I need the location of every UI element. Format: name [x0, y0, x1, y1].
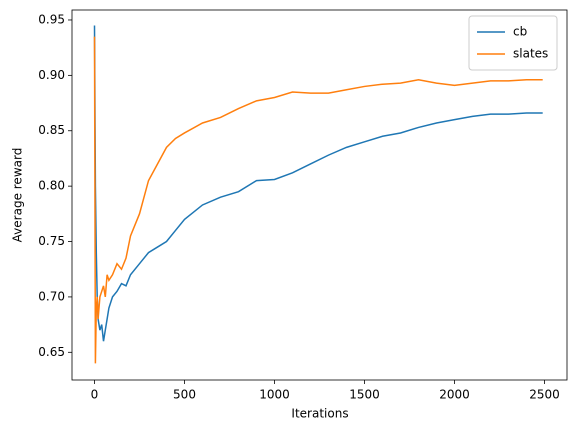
- y-tick-label: 0.80: [38, 179, 65, 193]
- x-tick-label: 2000: [439, 388, 470, 402]
- plot-frame: [71, 9, 568, 381]
- x-axis-label: Iterations: [291, 407, 348, 421]
- x-tick-label: 1000: [259, 388, 290, 402]
- y-tick-label: 0.90: [38, 68, 65, 82]
- y-tick-label: 0.85: [38, 123, 65, 137]
- line-series: [93, 36, 543, 364]
- y-axis-label: Average reward: [11, 148, 25, 243]
- x-tick-label: 500: [173, 388, 196, 402]
- line-series: [93, 25, 543, 342]
- y-tick-label: 0.65: [38, 345, 65, 359]
- legend-label: slates: [513, 47, 548, 61]
- legend-box: [468, 15, 558, 71]
- x-tick-label: 1500: [349, 388, 380, 402]
- y-tick-label: 0.75: [38, 234, 65, 248]
- x-tick-label: 0: [91, 388, 99, 402]
- y-tick-label: 0.95: [38, 12, 65, 26]
- y-tick-label: 0.70: [38, 289, 65, 303]
- x-tick-label: 2500: [529, 388, 560, 402]
- legend-label: cb: [513, 25, 527, 39]
